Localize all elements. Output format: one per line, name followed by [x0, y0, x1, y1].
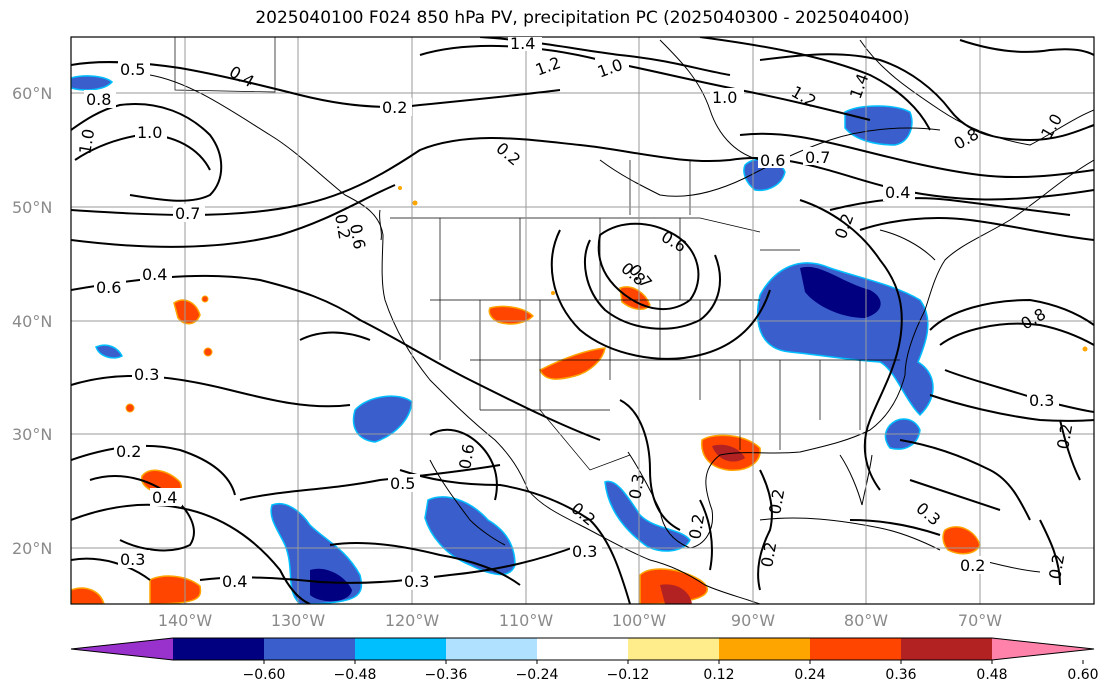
precip-blob-far-west	[95, 344, 123, 359]
contour-label: 0.6	[346, 222, 369, 250]
lat-label-50n: 50°N	[12, 198, 52, 217]
colorbar-segment	[628, 638, 720, 660]
contour-label: 0.3	[120, 550, 145, 569]
colorbar-tick-label: 0.48	[976, 667, 1007, 683]
colorbar-tick-label: −0.48	[334, 667, 377, 683]
colorbar-tick-label: −0.12	[607, 667, 650, 683]
colorbar-segment	[355, 638, 447, 660]
precip-blob-new-mexico	[539, 347, 606, 380]
contour-label: 0.2	[685, 512, 708, 540]
precip-blob-ohio-valley	[756, 262, 934, 417]
colorbar-segment	[901, 638, 993, 660]
colorbar-segment	[173, 638, 265, 660]
precip-blob-pacific-sw	[149, 575, 202, 604]
colorbar-outline	[70, 637, 1095, 661]
contour-label: 1.0	[712, 88, 737, 107]
contour-label: 0.7	[805, 148, 830, 167]
contour-label: 0.4	[142, 265, 167, 284]
lat-label-30n: 30°N	[12, 425, 52, 444]
colorbar-segment	[537, 638, 629, 660]
lon-label-140w: 140°W	[158, 611, 213, 630]
precip-blob-gulf-west	[604, 480, 691, 552]
precip-blob-california	[352, 395, 413, 443]
longitude-axis: 140°W 130°W 120°W 110°W 100°W 90°W 80°W …	[158, 611, 1002, 630]
colorbar-extend-high	[992, 638, 1094, 660]
precip-blob-ohio-core	[800, 266, 881, 318]
political-borders	[174, 37, 900, 471]
contour-label: 0.4	[885, 183, 910, 202]
lon-label-130w: 130°W	[271, 611, 326, 630]
colorbar-tick-label: 0.24	[794, 667, 825, 683]
contour-label: 0.2	[757, 540, 780, 568]
contour-label: 0.3	[572, 542, 597, 561]
contour-label: 1.4	[510, 34, 535, 53]
colorbar-tick-label: −0.24	[516, 667, 559, 683]
lon-label-80w: 80°W	[844, 611, 888, 630]
contour-label: 0.4	[152, 488, 177, 507]
colorbar-segment	[719, 638, 811, 660]
lon-label-90w: 90°W	[731, 611, 775, 630]
lat-label-60n: 60°N	[12, 84, 52, 103]
latitude-axis: 60°N 50°N 40°N 30°N 20°N	[12, 84, 52, 558]
contour-label: 0.2	[765, 487, 788, 515]
precip-blob-caribbean	[942, 526, 981, 555]
lon-label-110w: 110°W	[499, 611, 554, 630]
colorbar-tick-label: 0.36	[885, 667, 916, 683]
precip-blob-mexico-south-core	[660, 584, 692, 604]
contour-label: 0.4	[222, 572, 247, 591]
colorbar: −0.60 −0.48 −0.36 −0.24 −0.12 0.12 0.24 0.36 0.4…	[70, 637, 1099, 683]
contour-label: 0.3	[1029, 391, 1054, 410]
contour-label: 0.2	[1053, 422, 1076, 450]
colorbar-segment	[446, 638, 538, 660]
colorbar-segment	[264, 638, 356, 660]
contour-label: 0.8	[86, 90, 111, 109]
contour-label: 0.6	[96, 278, 121, 297]
lat-label-20n: 20°N	[12, 539, 52, 558]
precip-blob-alaska	[71, 75, 114, 91]
lon-label-70w: 70°W	[958, 611, 1002, 630]
contour-label: 0.2	[1045, 552, 1068, 580]
colorbar-tick-label: 0.12	[703, 667, 734, 683]
colorbar-extend-low	[71, 638, 173, 660]
colorbar-tick-label: −0.36	[425, 667, 468, 683]
contour-label: 0.3	[404, 572, 429, 591]
map-frame	[70, 36, 1095, 605]
colorbar-tick-label: 0.60	[1067, 667, 1098, 683]
contour-label: 0.3	[134, 365, 159, 384]
contour-label: 0.6	[455, 442, 478, 470]
colorbar-segment	[810, 638, 902, 660]
contour-label: 0.7	[175, 204, 200, 223]
precip-blob-pacific-mid	[173, 299, 201, 325]
contour-label: 0.6	[760, 151, 785, 170]
precip-blob-east-pacific-core	[310, 568, 352, 602]
contour-label: 0.2	[331, 212, 354, 240]
precip-blob-far-sw	[71, 587, 105, 604]
precip-blob-gulf-east-core	[712, 444, 745, 462]
lon-label-100w: 100°W	[612, 611, 667, 630]
precip-blob-utah	[488, 305, 535, 325]
precip-blob-quebec	[844, 105, 913, 146]
contour-label: 1.0	[75, 127, 98, 155]
colorbar-tick-label: −0.60	[243, 667, 286, 683]
contour-label: 0.5	[120, 60, 145, 79]
lon-label-120w: 120°W	[385, 611, 440, 630]
contour-label: 0.3	[625, 472, 648, 500]
precip-blob-nebraska	[619, 286, 651, 310]
contour-label: 0.2	[116, 442, 141, 461]
lat-label-40n: 40°N	[12, 312, 52, 331]
contour-label: 0.5	[390, 474, 415, 493]
contour-label: 0.2	[382, 98, 407, 117]
contour-label: 1.0	[137, 123, 162, 142]
contour-label: 0.2	[960, 556, 985, 575]
map-title: 2025040100 F024 850 hPa PV, precipitatio…	[255, 8, 910, 28]
